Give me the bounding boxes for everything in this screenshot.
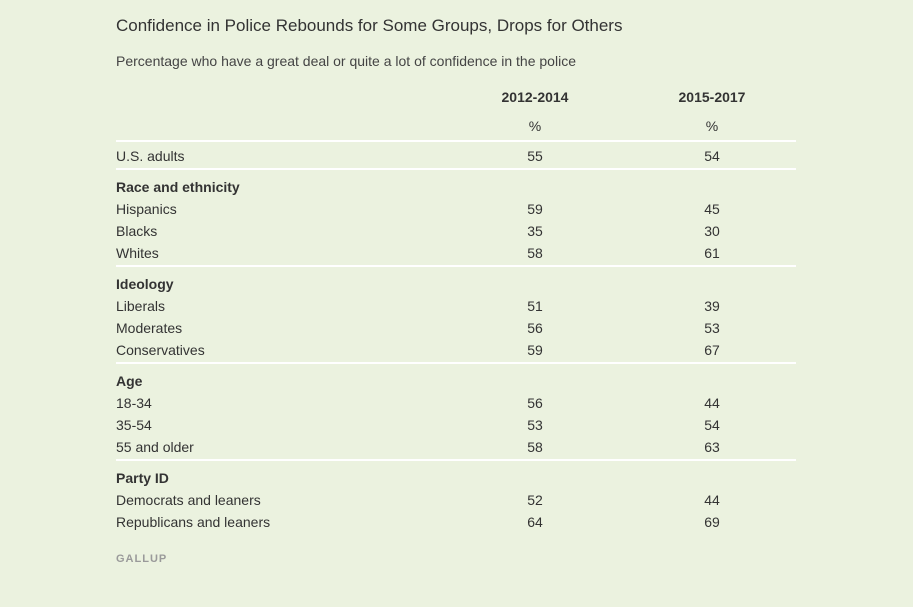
table-row: Moderates 56 53 [116,317,796,339]
data-table: 2012-2014 2015-2017 % % U.S. adults 55 5… [116,82,796,533]
table-row: 55 and older 58 63 [116,436,796,458]
row-label: 35-54 [116,417,152,433]
row-value-col2: 67 [704,342,720,358]
row-value-col2: 39 [704,298,720,314]
row-value-col1: 56 [527,320,543,336]
row-value-col2: 63 [704,439,720,455]
row-label: 18-34 [116,395,152,411]
section-title: Ideology [116,276,174,292]
row-value-col1: 59 [527,201,543,217]
row-value-col2: 54 [704,417,720,433]
table-row: Blacks 35 30 [116,220,796,242]
row-label: Blacks [116,223,158,239]
row-value-col2: 61 [704,245,720,261]
column-header-2015-2017: 2015-2017 [678,89,746,105]
column-header-row: 2012-2014 2015-2017 [116,82,796,112]
column-header-2012-2014: 2012-2014 [501,89,569,105]
row-value-col2: 44 [704,395,720,411]
row-value-col1: 51 [527,298,543,314]
row-label: Liberals [116,298,166,314]
table-row-overall: U.S. adults 55 54 [116,145,796,167]
row-divider [116,362,796,364]
table-sections: Race and ethnicity Hispanics 59 45 Blacks 35 3… [116,176,796,533]
unit-row: % % [116,112,796,140]
table-row: 18-34 56 44 [116,392,796,414]
row-value-col1: 35 [527,223,543,239]
row-value-col2: 54 [704,148,720,164]
row-value-col2: 30 [704,223,720,239]
section-header: Age [116,370,796,392]
row-value-col1: 55 [527,148,543,164]
row-value-col1: 56 [527,395,543,411]
row-label: Republicans and leaners [116,514,271,530]
row-value-col2: 45 [704,201,720,217]
table-row: Democrats and leaners 52 44 [116,489,796,511]
row-label: 55 and older [116,439,194,455]
row-divider [116,459,796,461]
table-row: Republicans and leaners 64 69 [116,511,796,533]
section-header: Ideology [116,273,796,295]
section-header: Race and ethnicity [116,176,796,198]
row-label: Democrats and leaners [116,492,261,508]
row-value-col1: 52 [527,492,543,508]
unit-label-col2: % [705,118,719,134]
section-header: Party ID [116,467,796,489]
section-title: Race and ethnicity [116,179,240,195]
row-label: U.S. adults [116,148,185,164]
table-row: Hispanics 59 45 [116,198,796,220]
table-row: 35-54 53 54 [116,414,796,436]
row-value-col2: 44 [704,492,720,508]
row-value-col2: 53 [704,320,720,336]
row-label: Conservatives [116,342,205,358]
table-row: Whites 58 61 [116,242,796,264]
table-row: Conservatives 59 67 [116,339,796,361]
row-label: Moderates [116,320,183,336]
row-divider [116,140,796,142]
section-title: Age [116,373,143,389]
chart-title: Confidence in Police Rebounds for Some G… [116,16,623,35]
row-value-col1: 58 [527,439,543,455]
row-divider [116,168,796,170]
source-label: GALLUP [116,553,168,565]
row-value-col1: 64 [527,514,543,530]
row-value-col2: 69 [704,514,720,530]
row-value-col1: 58 [527,245,543,261]
row-value-col1: 59 [527,342,543,358]
section-title: Party ID [116,470,169,486]
unit-label-col1: % [528,118,542,134]
row-label: Whites [116,245,159,261]
row-label: Hispanics [116,201,177,217]
row-value-col1: 53 [527,417,543,433]
chart-subtitle: Percentage who have a great deal or quit… [116,53,576,69]
row-divider [116,265,796,267]
table-row: Liberals 51 39 [116,295,796,317]
